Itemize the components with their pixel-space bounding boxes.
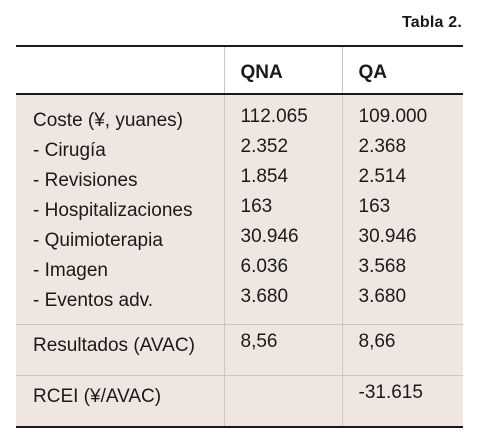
qa-value: 30.946: [358, 226, 417, 247]
qna-value: 112.065: [240, 106, 308, 127]
row-label: Resultados (AVAC): [33, 335, 195, 356]
qna-value: 30.946: [240, 226, 299, 247]
results-row: Resultados (AVAC) 8,56 8,66: [16, 324, 463, 376]
row-label: - Imagen: [33, 260, 108, 281]
header-empty: [16, 46, 225, 94]
rcei-qna-cell: [224, 375, 343, 428]
header-qna: QNA: [224, 46, 343, 94]
qa-value: 2.368: [358, 136, 407, 157]
qa-value: 2.514: [358, 166, 407, 187]
cost-labels-cell: Coste (¥, yuanes) - Cirugía - Revisiones…: [16, 94, 225, 325]
qna-value: 8,56: [240, 331, 278, 352]
row-label: Coste (¥, yuanes): [33, 110, 183, 131]
rcei-qa-cell: -31.615: [342, 375, 463, 428]
row-label: - Eventos adv.: [33, 290, 154, 311]
row-label: - Hospitalizaciones: [33, 200, 193, 221]
results-qna-cell: 8,56: [224, 324, 343, 376]
results-label-cell: Resultados (AVAC): [16, 324, 225, 376]
qa-value: 3.568: [358, 256, 407, 277]
row-label: - Cirugía: [33, 140, 106, 161]
qna-value: 2.352: [240, 136, 289, 157]
cost-qna-cell: 112.065 2.352 1.854 163 30.946 6.036 3.6…: [224, 94, 343, 325]
qa-value: 3.680: [358, 286, 407, 307]
qna-value: [241, 382, 342, 412]
rcei-row: RCEI (¥/AVAC) -31.615: [16, 375, 463, 428]
row-label: - Revisiones: [33, 170, 138, 191]
qna-value: 6.036: [240, 256, 289, 277]
qa-value: 8,66: [358, 331, 396, 352]
cost-qa-cell: 109.000 2.368 2.514 163 30.946 3.568 3.6…: [342, 94, 463, 325]
qa-value: -31.615: [358, 382, 423, 403]
rcei-label-cell: RCEI (¥/AVAC): [16, 375, 225, 428]
qa-value: 163: [358, 196, 391, 217]
cost-effectiveness-table: QNA QA Coste (¥, yuanes) - Cirugía - Rev…: [16, 45, 463, 428]
qna-value: 163: [240, 196, 273, 217]
cost-group-row: Coste (¥, yuanes) - Cirugía - Revisiones…: [16, 94, 463, 325]
qna-value: 3.680: [240, 286, 289, 307]
header-row: QNA QA: [16, 46, 463, 94]
results-qa-cell: 8,66: [342, 324, 463, 376]
table-caption: Tabla 2.: [402, 14, 462, 31]
row-label: RCEI (¥/AVAC): [33, 386, 162, 407]
row-label: - Quimioterapia: [33, 230, 163, 251]
qa-value: 109.000: [358, 106, 428, 127]
qna-value: 1.854: [240, 166, 289, 187]
table-container: QNA QA Coste (¥, yuanes) - Cirugía - Rev…: [16, 45, 463, 428]
header-qa: QA: [342, 46, 463, 94]
